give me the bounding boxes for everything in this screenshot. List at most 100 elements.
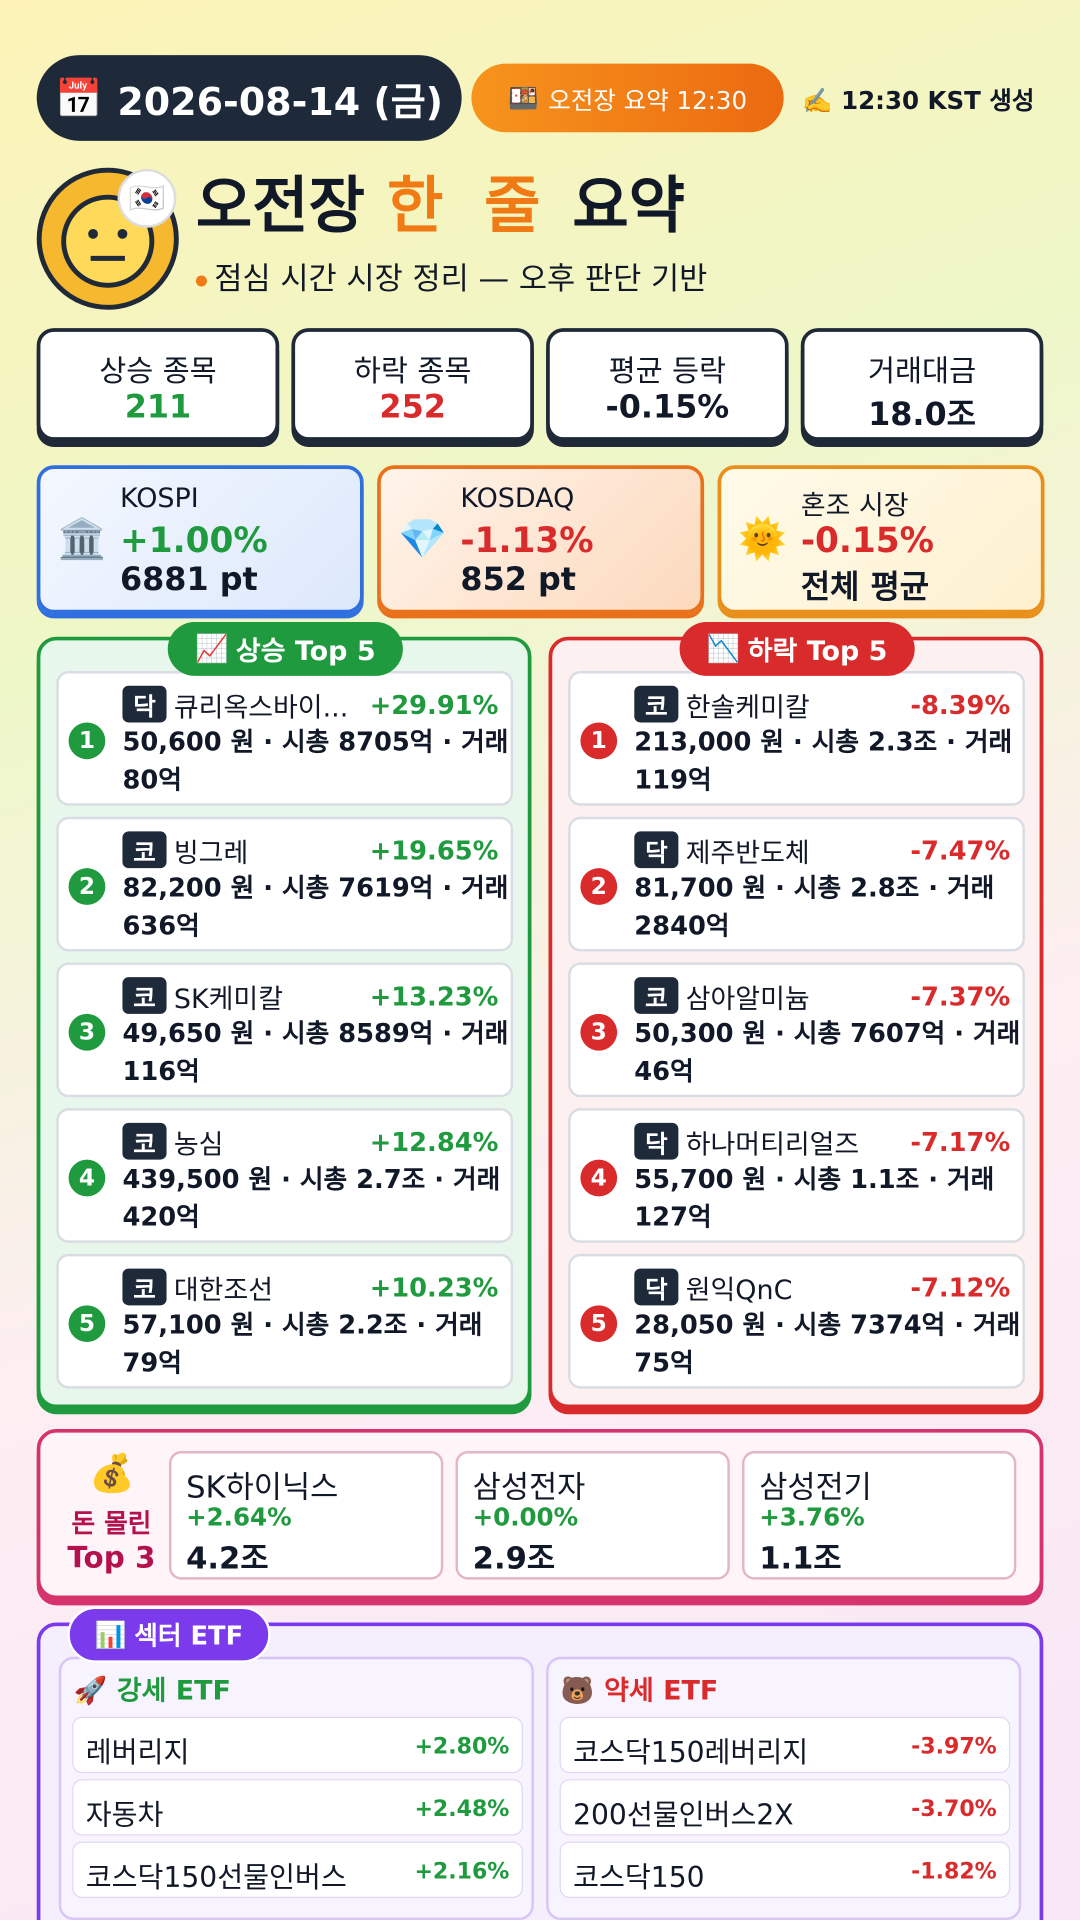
etf-name: 코스닥150선물인버스 [85, 1862, 347, 1895]
icon: 🐻 [560, 1676, 595, 1707]
losers-item: 1 코 한솔케미칼 -8.39% 213,000 원 · 시총 2.3조 · 거래 11… [568, 671, 1025, 806]
subtitle: 점심 시간 시장 정리 — 오후 판단 기반 [195, 255, 708, 299]
index-change: +1.00% [120, 520, 268, 561]
etf-row: 코스닥150선물인버스 +2.16% [72, 1841, 523, 1898]
stock-change: +29.91% [369, 690, 499, 721]
etf-row: 레버리지 +2.80% [72, 1716, 523, 1774]
stat-label: 거래대금 [867, 353, 977, 389]
stock-detail: 81,700 원 · 시총 2.8조 · 거래 2840억 [634, 873, 995, 941]
index-level: 852 pt [460, 562, 576, 599]
stock-detail: 50,600 원 · 시총 8705억 · 거래 80억 [122, 727, 509, 795]
losers-item: 4 닥 하나머티리얼즈 -7.17% 55,700 원 · 시총 1.1조 · 거래 1… [568, 1108, 1025, 1243]
market-badge: 코 [122, 831, 167, 869]
flag: 🇰🇷 [117, 168, 177, 228]
market-badge: 닥 [634, 1122, 679, 1160]
stock-detail: 55,700 원 · 시총 1.1조 · 거래 127억 [634, 1164, 995, 1232]
etf-name: 자동차 [85, 1800, 164, 1832]
rank: 1 [68, 722, 106, 760]
stat-label: 상승 종목 [99, 353, 217, 389]
stat-label: 하락 종목 [353, 353, 472, 389]
market-badge: 닥 [634, 831, 679, 869]
subtitle-text: 점심 시간 시장 정리 — 오후 판단 기반 [214, 260, 708, 297]
gainers-header: 📈 상승 Top 5 [167, 622, 403, 676]
losers-panel: 1 코 한솔케미칼 -8.39% 213,000 원 · 시총 2.3조 · 거래 11… [548, 636, 1044, 1409]
icon: 📈 [195, 633, 229, 665]
money-item: 삼성전기 +3.76% 1.1조 [742, 1451, 1017, 1580]
gainers-item: 1 닥 큐리옥스바이... +29.91% 50,600 원 · 시총 8705억 · … [56, 671, 514, 806]
icon: 🍱 [507, 83, 539, 113]
etf-row: 코스닥150 -1.82% [559, 1841, 1011, 1898]
etf-change: -3.70% [911, 1796, 997, 1823]
title-part: 오전장 [195, 170, 365, 242]
index-change: -1.13% [460, 520, 594, 561]
market-badge: 코 [634, 685, 679, 723]
etf-group-title: 🚀 강세 ETF [73, 1669, 230, 1708]
etf-group-name: 약세 ETF [604, 1676, 719, 1707]
stat-card: 상승 종목 211 [36, 328, 280, 441]
rank: 4 [68, 1159, 106, 1197]
index-card: 🏛️ KOSPI +1.00% 6881 pt [36, 465, 364, 614]
stock-change: -7.17% [910, 1127, 1011, 1158]
index-level: 전체 평균 [800, 569, 930, 607]
market-badge: 코 [122, 977, 167, 1014]
losers-item: 3 코 삼아알미늄 -7.37% 50,300 원 · 시총 7607억 · 거래 46… [568, 962, 1025, 1098]
index-name: KOSPI [120, 483, 199, 515]
stock-name: 제주반도체 [685, 838, 810, 870]
stock-change: +19.65% [369, 836, 499, 866]
etf-panel: 🚀 강세 ETF 레버리지 +2.80% 자동차 +2.48% 코스닥150선물인버스 +2.… [36, 1622, 1044, 1920]
stock-name: 하나머티리얼즈 [685, 1130, 860, 1161]
generated-text: 12:30 KST 생성 [841, 85, 1035, 116]
market-badge: 코 [122, 1268, 167, 1306]
etf-row: 200선물인버스2X -3.70% [559, 1779, 1011, 1836]
icon: 📊 [94, 1619, 127, 1649]
etf-group-title: 🐻 약세 ETF [561, 1669, 718, 1708]
money-title: 돈 몰린 [71, 1508, 152, 1538]
rank: 5 [580, 1305, 618, 1343]
generated: ✍️ 12:30 KST 생성 [802, 81, 1034, 117]
etf-row: 코스닥150레버리지 -3.97% [559, 1716, 1011, 1774]
etf-change: -1.82% [911, 1858, 997, 1885]
index-change: -0.15% [800, 520, 935, 561]
stock-name: 빙그레 [173, 838, 249, 870]
money-name: SK하이닉스 [186, 1469, 339, 1505]
etf-name: 200선물인버스2X [573, 1800, 794, 1832]
money-title: Top 3 [67, 1540, 156, 1575]
losers-header: 📉 하락 Top 5 [679, 622, 915, 676]
date-text: 2026-08-14 (금) [117, 80, 444, 125]
losers-item: 2 닥 제주반도체 -7.47% 81,700 원 · 시총 2.8조 · 거래 284… [568, 816, 1025, 952]
etf-title: 섹터 ETF [134, 1621, 244, 1651]
etf-change: +2.48% [414, 1796, 510, 1823]
index-icon: 💎 [397, 515, 447, 563]
icon: 🚀 [73, 1676, 108, 1707]
index-name: 혼조 시장 [800, 491, 909, 522]
icon: 📅 [55, 76, 103, 121]
title: 오전장 한 줄 요약 [196, 157, 707, 245]
stock-name: 원익QnC [685, 1275, 793, 1307]
etf-group-name: 강세 ETF [116, 1676, 231, 1707]
etf-change: +2.16% [414, 1858, 510, 1885]
title-part: 요약 [572, 170, 686, 242]
rank: 1 [580, 722, 618, 760]
index-card: 🌞 혼조 시장 -0.15% 전체 평균 [717, 465, 1045, 614]
stock-change: -7.12% [910, 1273, 1011, 1303]
money-amount: 1.1조 [759, 1540, 842, 1576]
stat-card: 하락 종목 252 [291, 328, 534, 441]
market-badge: 닥 [122, 685, 167, 723]
stock-name: 큐리옥스바이... [173, 693, 349, 724]
money-change: +0.00% [472, 1502, 579, 1532]
gainers-title: 상승 Top 5 [235, 636, 376, 668]
stat-label: 평균 등락 [608, 353, 727, 389]
index-level: 6881 pt [120, 562, 258, 599]
losers-title: 하락 Top 5 [747, 636, 888, 668]
rank: 4 [580, 1159, 618, 1197]
stock-change: +12.84% [369, 1127, 499, 1158]
stock-detail: 57,100 원 · 시총 2.2조 · 거래 79억 [122, 1310, 483, 1378]
money-name: 삼성전자 [472, 1469, 586, 1505]
stock-change: -7.47% [910, 836, 1011, 866]
stock-name: 농심 [173, 1130, 224, 1161]
stat-value: 252 [379, 389, 446, 427]
stock-detail: 50,300 원 · 시총 7607억 · 거래 46억 [634, 1018, 1021, 1087]
stock-change: +13.23% [369, 982, 499, 1012]
etf-change: +2.80% [414, 1733, 510, 1760]
